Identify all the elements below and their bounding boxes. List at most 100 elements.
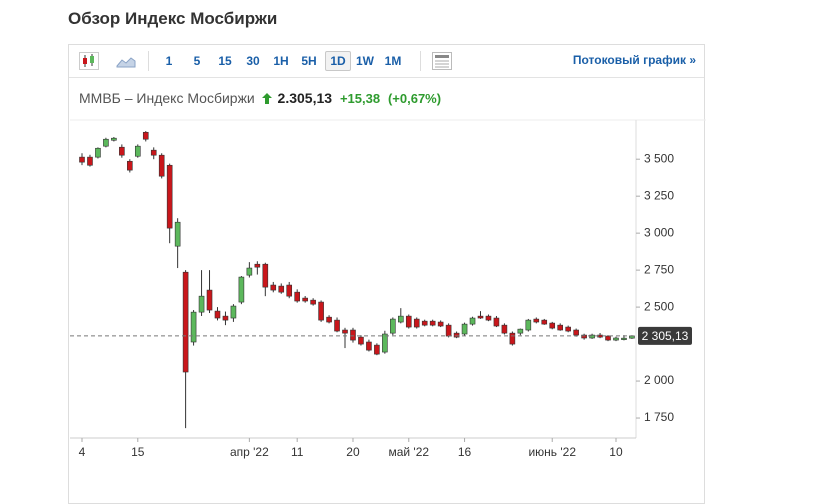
- up-arrow: [261, 93, 272, 104]
- candle-body: [79, 156, 85, 163]
- x-tick-label: 15: [131, 445, 145, 459]
- y-tick-label: 3 000: [644, 225, 674, 239]
- candle-body: [182, 271, 189, 373]
- candle-body: [397, 315, 404, 323]
- candle-body: [286, 284, 293, 297]
- candle-body: [294, 291, 300, 302]
- candle-body: [429, 320, 436, 326]
- candle-body: [318, 301, 324, 321]
- candle-body: [262, 263, 269, 288]
- y-tick-label: 2 500: [644, 299, 674, 313]
- candle-body: [230, 305, 237, 319]
- candle-body: [517, 328, 524, 334]
- candle-body: [111, 137, 117, 141]
- quote-line: ММВБ – Индекс Мосбиржи 2.305,13 +15,38 (…: [79, 90, 441, 106]
- interval[interactable]: 1D: [325, 51, 351, 71]
- candle-body: [557, 324, 564, 331]
- candle-body: [445, 324, 452, 337]
- toolbar: 1 5 15 30 1H 5H 1D 1W 1M Потоковый графи…: [69, 45, 704, 78]
- candle-body: [246, 267, 253, 276]
- candle-body: [310, 299, 316, 305]
- candle-body: [437, 321, 444, 327]
- candle-body: [565, 326, 571, 332]
- candle-body: [382, 333, 388, 353]
- candle-body: [158, 154, 165, 177]
- candle-body: [302, 297, 308, 302]
- interval[interactable]: 5: [193, 54, 201, 68]
- last-price-box: [638, 326, 692, 345]
- candle-body: [342, 329, 348, 334]
- x-tick-label: 20: [346, 445, 360, 459]
- interval[interactable]: 1M: [384, 54, 402, 68]
- candle-body: [174, 221, 181, 247]
- y-tick-label: 2 000: [644, 373, 674, 387]
- candle-body: [621, 337, 627, 340]
- candle-body: [421, 320, 428, 326]
- candle-body: [350, 329, 356, 341]
- y-tick-label: 3 500: [644, 151, 674, 165]
- candle-body: [461, 323, 468, 335]
- interval[interactable]: 1: [165, 54, 173, 68]
- candle-body: [190, 311, 197, 343]
- candle-body: [581, 334, 587, 339]
- candle-body: [326, 316, 332, 323]
- candle-body: [222, 315, 229, 321]
- candle-body: [493, 317, 500, 327]
- candle-body: [525, 319, 532, 331]
- candle-body: [469, 317, 476, 325]
- y-tick-label: 3 250: [644, 188, 674, 202]
- last-price-label: 2 305,13: [642, 329, 689, 343]
- candle-body: [214, 310, 221, 319]
- x-tick-label: 4: [79, 445, 86, 459]
- candle-body: [453, 332, 460, 338]
- instrument-name: ММВБ – Индекс Мосбиржи: [79, 90, 255, 106]
- interval[interactable]: 15: [218, 54, 232, 68]
- candle-body: [366, 341, 372, 351]
- candle-body: [238, 276, 245, 303]
- candle-body: [509, 332, 516, 345]
- candle-body: [87, 156, 93, 166]
- x-tick-label: 16: [458, 445, 472, 459]
- candle-body: [334, 319, 340, 332]
- candle-body: [413, 318, 420, 328]
- y-tick-label: 2 750: [644, 262, 674, 276]
- candle-body: [134, 145, 141, 157]
- x-tick-label: апр '22: [230, 445, 269, 459]
- interval[interactable]: 1H: [273, 54, 289, 68]
- candle-body: [501, 324, 508, 334]
- x-tick-label: 11: [291, 445, 304, 459]
- x-tick-label: июнь '22: [528, 445, 576, 459]
- candle-icon[interactable]: [79, 52, 99, 70]
- candle-body: [119, 146, 125, 156]
- candle-body: [198, 295, 205, 313]
- table-icon[interactable]: [432, 52, 452, 70]
- candle-body: [142, 131, 149, 140]
- area-icon[interactable]: [116, 54, 136, 68]
- candle-body: [485, 315, 492, 321]
- candle-body: [605, 335, 611, 341]
- candle-body: [270, 284, 277, 291]
- chart-widget: 1 5 15 30 1H 5H 1D 1W 1M Потоковый графи…: [68, 44, 705, 504]
- change-percent: (+0,67%): [387, 91, 442, 106]
- y-tick-label: 1 750: [644, 410, 674, 424]
- candle-body: [374, 344, 380, 355]
- streaming-link[interactable]: Потоковый график »: [572, 53, 696, 67]
- candle-body: [150, 149, 157, 156]
- interval[interactable]: 5H: [301, 54, 317, 68]
- change: +15,38: [339, 91, 381, 106]
- x-tick-label: 10: [609, 445, 623, 459]
- candle-body: [103, 138, 109, 147]
- candle-body: [533, 318, 540, 323]
- candle-body: [95, 147, 101, 158]
- candle-body: [166, 164, 173, 229]
- candle-body: [254, 263, 261, 268]
- interval[interactable]: 1W: [356, 54, 374, 68]
- candle-body: [573, 329, 579, 336]
- candle-body: [127, 160, 133, 171]
- separator: [148, 51, 149, 71]
- page-title: Обзор Индекс Мосбиржи: [68, 9, 278, 28]
- candle-body: [278, 285, 285, 293]
- interval[interactable]: 30: [246, 54, 260, 68]
